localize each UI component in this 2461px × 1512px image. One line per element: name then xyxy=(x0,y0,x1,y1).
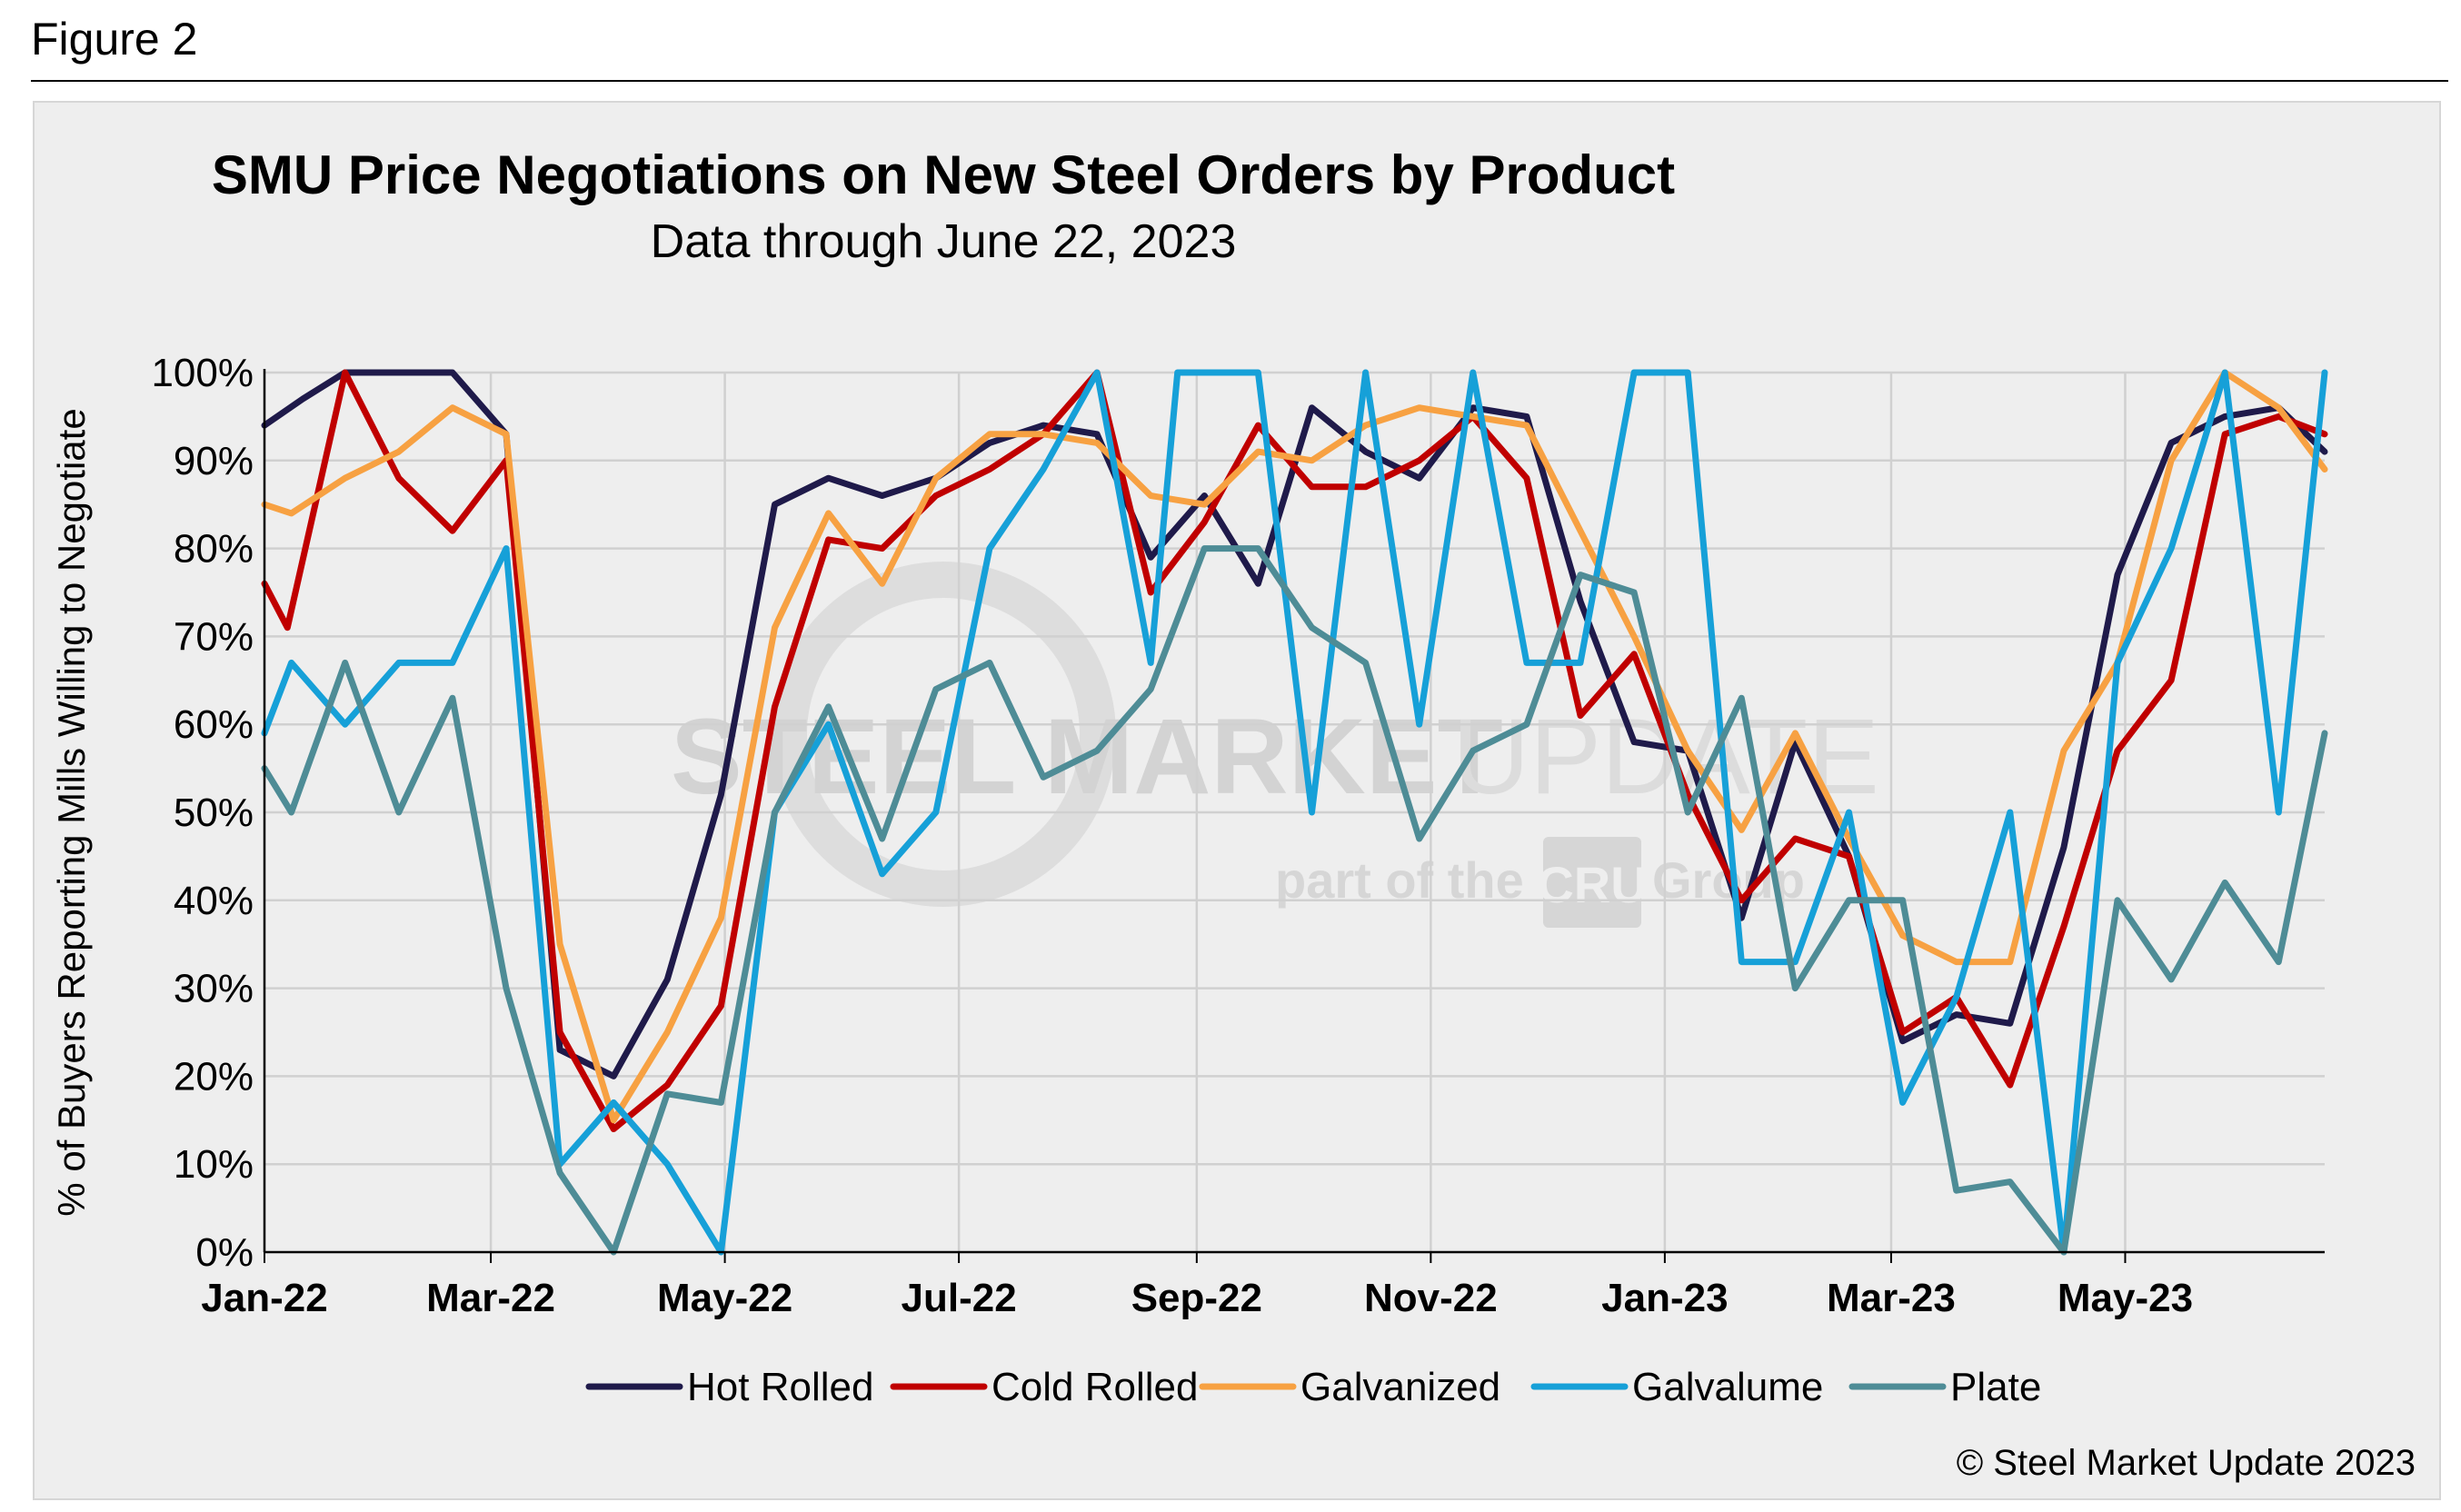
series-line-galvalume xyxy=(261,369,2328,1256)
watermark-badge xyxy=(1543,837,1641,928)
x-tick-label: Jan-23 xyxy=(1601,1276,1728,1320)
gridlines xyxy=(264,371,2325,1252)
y-tick-label: 90% xyxy=(174,439,254,483)
watermark: STEEL MARKET UPDATE part of the CRU Grou… xyxy=(671,562,1879,928)
x-tick-label: May-22 xyxy=(657,1276,792,1320)
x-tick-label: Jan-22 xyxy=(201,1276,327,1320)
axes xyxy=(263,369,2325,1254)
watermark-line2-left: part of the xyxy=(1275,851,1524,909)
series-line-hot-rolled xyxy=(261,369,2328,1079)
series-line-galvanized xyxy=(261,369,2328,1124)
y-tick-label: 50% xyxy=(174,791,254,835)
legend-item-plate: Plate xyxy=(1848,1365,2041,1409)
x-tick-label: Sep-22 xyxy=(1131,1276,1262,1320)
y-tick-label: 20% xyxy=(174,1054,254,1099)
line-chart: STEEL MARKET UPDATE part of the CRU Grou… xyxy=(50,144,2416,1483)
y-tick-label: 80% xyxy=(174,527,254,572)
legend-item-hot-rolled: Hot Rolled xyxy=(585,1365,873,1409)
legend-item-cold-rolled: Cold Rolled xyxy=(890,1365,1198,1409)
x-tick-label: Mar-23 xyxy=(1827,1276,1956,1320)
x-tick-label: Mar-22 xyxy=(426,1276,555,1320)
figure-label: Figure 2 xyxy=(31,14,198,65)
chart-subtitle: Data through June 22, 2023 xyxy=(651,215,1237,268)
y-tick-label: 40% xyxy=(174,879,254,923)
legend-label: Galvanized xyxy=(1300,1365,1500,1409)
y-axis-label: % of Buyers Reporting Mills Willing to N… xyxy=(50,408,93,1216)
legend: Hot Rolled Cold Rolled Galvanized Galvalume… xyxy=(585,1365,2041,1409)
y-tick-label: 70% xyxy=(174,614,254,659)
x-tick-label: Jul-22 xyxy=(902,1276,1017,1320)
watermark-ring xyxy=(771,562,1116,907)
figure-divider xyxy=(31,80,2448,82)
y-tick-label: 10% xyxy=(174,1142,254,1187)
x-axis-ticks: Jan-22 Mar-22 May-22 Jul-22 Sep-22 Nov-22 Jan-… xyxy=(201,1252,2193,1320)
watermark-badge-text: CRU xyxy=(1537,856,1647,913)
chart-title: SMU Price Negotiations on New Steel Orde… xyxy=(212,144,1675,205)
series-line-plate xyxy=(261,545,2328,1256)
legend-label: Cold Rolled xyxy=(991,1365,1198,1409)
legend-label: Plate xyxy=(1950,1365,2041,1409)
series-lines xyxy=(261,369,2328,1256)
legend-label: Hot Rolled xyxy=(687,1365,873,1409)
legend-label: Galvalume xyxy=(1632,1365,1823,1409)
x-tick-label: Nov-22 xyxy=(1364,1276,1498,1320)
copyright-credit: © Steel Market Update 2023 xyxy=(1957,1443,2416,1483)
legend-item-galvalume: Galvalume xyxy=(1530,1365,1823,1409)
chart-panel: STEEL MARKET UPDATE part of the CRU Grou… xyxy=(33,101,2441,1500)
y-tick-label: 30% xyxy=(174,967,254,1011)
y-axis-ticks: 0% 10% 20% 30% 40% 50% 60% 70% 80% 90% 100% xyxy=(151,351,254,1275)
x-tick-label: May-23 xyxy=(2057,1276,2193,1320)
y-tick-label: 100% xyxy=(151,351,254,395)
legend-item-galvanized: Galvanized xyxy=(1199,1365,1500,1409)
y-tick-label: 60% xyxy=(174,702,254,747)
y-tick-label: 0% xyxy=(195,1230,254,1275)
